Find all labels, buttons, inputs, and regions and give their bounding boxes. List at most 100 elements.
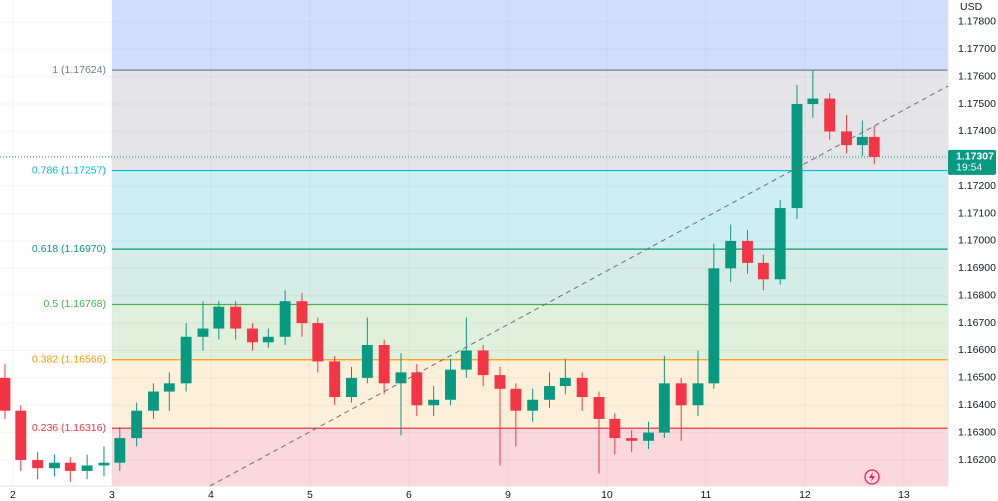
- y-tick-label: 1.16700: [958, 317, 996, 329]
- candle-body: [868, 136, 880, 157]
- y-tick-label: 1.16400: [958, 399, 996, 411]
- candle-body: [527, 399, 539, 411]
- x-tick-label: 6: [406, 489, 412, 501]
- x-tick-label: 12: [799, 489, 811, 501]
- candle-body: [791, 104, 803, 209]
- trend-line: [209, 85, 949, 487]
- x-tick-label: 5: [307, 489, 313, 501]
- fib-label: 0.5 (1.16768): [44, 298, 106, 310]
- candle-body: [675, 383, 687, 406]
- candle-body: [15, 410, 27, 460]
- background: 1 (1.17624) 0.786 (1.17257) 0.618 (1.16970…: [0, 0, 948, 486]
- candle-body: [593, 397, 605, 419]
- candle-body: [643, 432, 654, 441]
- y-tick-label: 1.17200: [958, 180, 996, 192]
- y-tick-label: 1.17700: [958, 43, 996, 55]
- flash-icon: [864, 469, 880, 485]
- candle-body: [626, 438, 638, 441]
- price-tag-value: 1.17307: [956, 151, 994, 163]
- candle-body: [544, 386, 555, 400]
- candle-body: [494, 375, 506, 389]
- candle-body: [329, 361, 341, 398]
- candle-body: [824, 98, 836, 132]
- candle-body: [163, 383, 175, 392]
- candle-body: [279, 301, 291, 337]
- candle-body: [296, 301, 308, 324]
- candle-body: [807, 98, 819, 105]
- candle-body: [180, 336, 192, 384]
- candle-body: [81, 465, 93, 471]
- y-tick-label: 1.16800: [958, 289, 996, 301]
- candle-body: [411, 372, 423, 406]
- price-tag: [948, 149, 996, 175]
- fib-zone: [112, 70, 948, 171]
- x-tick-label: 4: [208, 489, 214, 501]
- candle-body: [395, 372, 407, 384]
- y-tick-label: 1.17500: [958, 98, 996, 110]
- candle-body: [247, 328, 258, 343]
- x-tick-label: 10: [601, 489, 613, 501]
- candle-body: [49, 462, 60, 469]
- fib-zone: [112, 249, 948, 305]
- candle-body: [774, 208, 786, 280]
- fib-label: 0.236 (1.16316): [32, 422, 106, 434]
- candle-body: [725, 240, 737, 269]
- x-tick-label: 2: [10, 489, 16, 501]
- x-tick-label: 3: [109, 489, 115, 501]
- candle-body: [378, 344, 390, 384]
- candle-body: [559, 377, 571, 387]
- candle-body: [131, 410, 143, 439]
- fib-zone: [112, 428, 948, 486]
- candle-body: [98, 462, 110, 466]
- candle-body: [0, 377, 11, 411]
- candle-body: [346, 377, 357, 398]
- candle-body: [856, 136, 868, 146]
- x-tick-label: 11: [700, 489, 711, 501]
- candle-body: [262, 336, 274, 343]
- fib-label: 0.618 (1.16970): [32, 243, 106, 255]
- candle-body: [428, 399, 440, 406]
- y-tick-label: 1.16600: [958, 344, 996, 356]
- currency: USD: [960, 1, 983, 13]
- candle-body: [757, 262, 769, 280]
- candle-body: [64, 462, 76, 471]
- candle-body: [477, 350, 489, 376]
- fib-label: 1 (1.17624): [52, 64, 106, 76]
- candle-body: [148, 391, 159, 411]
- y-tick-label: 1.17000: [958, 235, 996, 247]
- y-tick-label: 1.17800: [958, 16, 996, 28]
- candle-body: [510, 388, 522, 411]
- y-tick-label: 1.16500: [958, 372, 996, 384]
- candle-body: [213, 306, 225, 329]
- fib-zone: [112, 0, 948, 71]
- y-tick-label: 1.16300: [958, 426, 996, 438]
- candle-body: [460, 350, 472, 370]
- candle-body: [361, 344, 373, 378]
- candle-body: [841, 131, 852, 146]
- price-tag-countdown: 19:54: [956, 162, 982, 174]
- fib-zone: [112, 359, 948, 429]
- fib-label: 0.786 (1.17257): [32, 164, 106, 176]
- candle-body: [742, 240, 753, 263]
- fib-label: 0.382 (1.16566): [32, 354, 106, 366]
- candle-body: [230, 306, 242, 329]
- fib-zone: [112, 170, 948, 250]
- candle-body: [576, 377, 588, 398]
- candle-body: [114, 438, 126, 463]
- candle-body: [197, 328, 209, 337]
- y-tick-label: 1.17600: [958, 70, 996, 82]
- candle-body: [658, 383, 670, 433]
- candle-body: [692, 383, 704, 406]
- candle-body: [609, 418, 621, 439]
- y-tick-label: 1.16900: [958, 262, 996, 274]
- y-tick-label: 1.16200: [958, 454, 996, 466]
- candle-body: [32, 459, 44, 469]
- candle-body: [445, 369, 456, 400]
- y-tick-label: 1.17400: [958, 125, 996, 137]
- candle-body: [708, 268, 720, 384]
- y-tick-label: 1.17100: [958, 207, 996, 219]
- candle-body: [312, 323, 324, 362]
- x-tick-label: 9: [505, 489, 511, 501]
